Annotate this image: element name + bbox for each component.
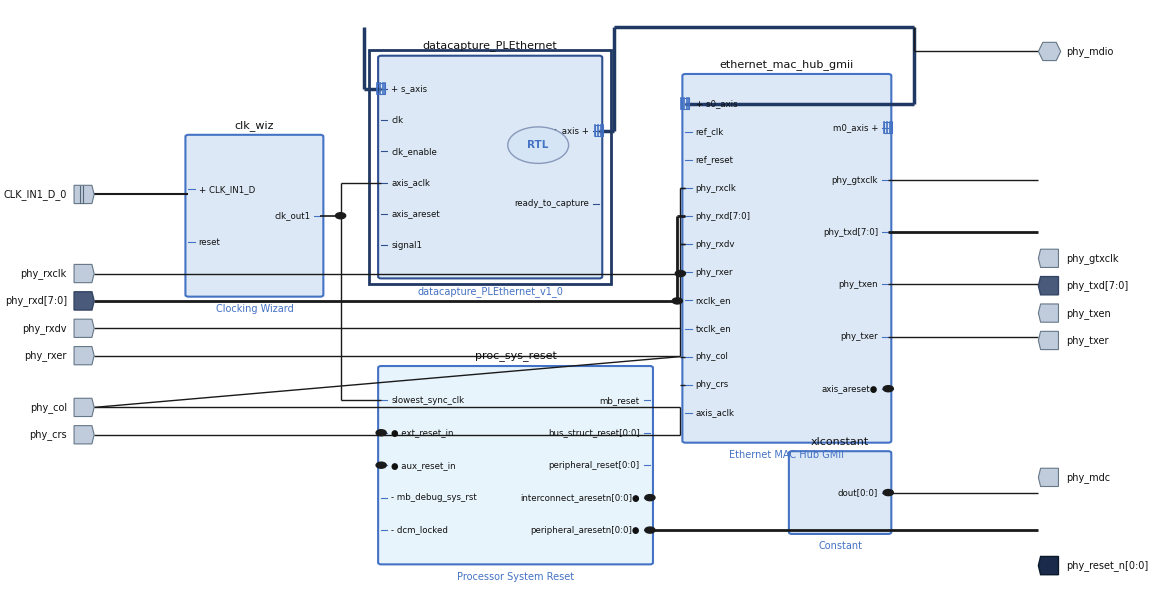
Text: axis_aclk: axis_aclk <box>696 408 735 418</box>
Text: - dcm_locked: - dcm_locked <box>392 526 448 535</box>
Text: txclk_en: txclk_en <box>696 324 732 333</box>
Text: phy_crs: phy_crs <box>29 429 67 440</box>
Circle shape <box>645 527 655 533</box>
Circle shape <box>376 430 386 436</box>
Polygon shape <box>74 426 94 444</box>
Circle shape <box>673 298 682 304</box>
Text: RTL: RTL <box>528 140 548 150</box>
Text: phy_txd[7:0]: phy_txd[7:0] <box>823 228 878 237</box>
Text: clk_out1: clk_out1 <box>274 211 310 220</box>
Text: interconnect_aresetn[0:0]●: interconnect_aresetn[0:0]● <box>521 493 639 502</box>
Polygon shape <box>74 398 94 416</box>
Text: phy_rxer: phy_rxer <box>696 268 733 277</box>
Text: mb_reset: mb_reset <box>600 396 639 405</box>
Text: phy_rxclk: phy_rxclk <box>21 268 67 279</box>
Text: m0_axis +: m0_axis + <box>833 123 878 133</box>
Text: datacapture_PLEthernet_v1_0: datacapture_PLEthernet_v1_0 <box>417 286 563 297</box>
Text: m_axis +: m_axis + <box>550 126 589 135</box>
Text: phy_col: phy_col <box>696 352 728 361</box>
Text: axis_areset: axis_areset <box>392 209 440 219</box>
Circle shape <box>884 386 893 392</box>
Circle shape <box>675 271 685 276</box>
Text: Processor System Reset: Processor System Reset <box>457 572 574 581</box>
Text: Ethernet MAC Hub GMII: Ethernet MAC Hub GMII <box>729 450 844 460</box>
Polygon shape <box>1038 276 1059 295</box>
Polygon shape <box>74 185 94 204</box>
Text: clk_enable: clk_enable <box>392 147 437 156</box>
Polygon shape <box>1038 42 1061 61</box>
Text: ● aux_reset_in: ● aux_reset_in <box>392 460 456 470</box>
Circle shape <box>335 212 346 219</box>
FancyBboxPatch shape <box>378 366 653 564</box>
Circle shape <box>884 489 893 495</box>
Text: phy_rxdv: phy_rxdv <box>22 323 67 334</box>
Text: phy_txd[7:0]: phy_txd[7:0] <box>1066 280 1128 291</box>
Text: phy_reset_n[0:0]: phy_reset_n[0:0] <box>1066 560 1149 571</box>
Text: rxclk_en: rxclk_en <box>696 296 732 305</box>
Circle shape <box>508 127 569 163</box>
Text: phy_rxer: phy_rxer <box>24 350 67 361</box>
Text: signal1: signal1 <box>392 241 423 250</box>
Text: datacapture_PLEthernet: datacapture_PLEthernet <box>423 41 558 52</box>
Text: xlconstant: xlconstant <box>811 437 870 447</box>
Text: Clocking Wizard: Clocking Wizard <box>215 304 294 314</box>
Text: phy_txen: phy_txen <box>839 280 878 289</box>
Text: peripheral_aresetn[0:0]●: peripheral_aresetn[0:0]● <box>530 526 639 535</box>
Text: bus_struct_reset[0:0]: bus_struct_reset[0:0] <box>548 428 639 437</box>
Text: ref_clk: ref_clk <box>696 128 723 136</box>
Text: + CLK_IN1_D: + CLK_IN1_D <box>198 185 255 194</box>
Text: phy_rxdv: phy_rxdv <box>696 240 735 249</box>
Text: phy_mdio: phy_mdio <box>1066 46 1113 57</box>
Text: axis_areset●: axis_areset● <box>821 384 878 393</box>
Text: clk: clk <box>392 115 403 125</box>
Text: ready_to_capture: ready_to_capture <box>514 199 589 208</box>
Text: phy_rxd[7:0]: phy_rxd[7:0] <box>696 212 751 220</box>
Text: phy_col: phy_col <box>30 402 67 413</box>
Polygon shape <box>74 319 94 338</box>
Text: phy_mdc: phy_mdc <box>1066 472 1109 483</box>
Circle shape <box>645 495 655 500</box>
Text: ref_reset: ref_reset <box>696 155 734 165</box>
Text: ● ext_reset_in: ● ext_reset_in <box>392 428 454 437</box>
Text: phy_crs: phy_crs <box>696 380 729 389</box>
Text: dout[0:0]: dout[0:0] <box>838 488 878 497</box>
Text: CLK_IN1_D_0: CLK_IN1_D_0 <box>3 189 67 200</box>
FancyBboxPatch shape <box>378 56 602 278</box>
Circle shape <box>376 462 386 468</box>
Polygon shape <box>74 346 94 365</box>
FancyBboxPatch shape <box>789 451 892 534</box>
Polygon shape <box>1038 468 1059 486</box>
FancyBboxPatch shape <box>682 74 892 443</box>
Text: phy_gtxclk: phy_gtxclk <box>1066 253 1119 264</box>
Text: phy_txer: phy_txer <box>841 332 878 341</box>
FancyBboxPatch shape <box>185 135 324 297</box>
Text: - mb_debug_sys_rst: - mb_debug_sys_rst <box>392 493 477 502</box>
Text: phy_rxclk: phy_rxclk <box>696 184 736 193</box>
Text: phy_txer: phy_txer <box>1066 335 1108 346</box>
Polygon shape <box>74 265 94 282</box>
Text: Constant: Constant <box>818 542 862 551</box>
Polygon shape <box>1038 556 1059 575</box>
Polygon shape <box>1038 304 1059 322</box>
Text: phy_gtxclk: phy_gtxclk <box>832 176 878 185</box>
Text: reset: reset <box>198 238 220 247</box>
Text: axis_aclk: axis_aclk <box>392 178 431 187</box>
Text: slowest_sync_clk: slowest_sync_clk <box>392 396 464 405</box>
Text: + s_axis: + s_axis <box>392 84 427 93</box>
Text: phy_txen: phy_txen <box>1066 308 1111 319</box>
Text: proc_sys_reset: proc_sys_reset <box>475 351 556 362</box>
Text: peripheral_reset[0:0]: peripheral_reset[0:0] <box>548 460 639 470</box>
Text: + s0_axis: + s0_axis <box>696 99 737 109</box>
Polygon shape <box>1038 332 1059 349</box>
Text: phy_rxd[7:0]: phy_rxd[7:0] <box>5 295 67 306</box>
Text: ethernet_mac_hub_gmii: ethernet_mac_hub_gmii <box>720 59 854 70</box>
Polygon shape <box>74 292 94 310</box>
Polygon shape <box>1038 249 1059 268</box>
Text: clk_wiz: clk_wiz <box>235 120 274 131</box>
